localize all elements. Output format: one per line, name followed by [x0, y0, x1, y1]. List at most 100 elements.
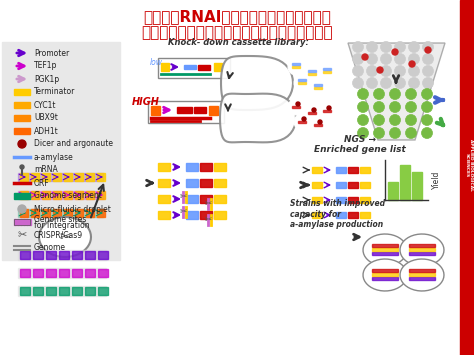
Bar — [59, 251, 69, 259]
Bar — [18, 268, 106, 278]
Text: for integration: for integration — [34, 222, 90, 230]
Text: Genome: Genome — [34, 244, 66, 252]
Circle shape — [353, 77, 364, 88]
Circle shape — [422, 54, 434, 65]
Bar — [409, 277, 435, 280]
Bar — [323, 71, 331, 73]
Bar — [308, 70, 316, 72]
Text: Yield: Yield — [432, 171, 441, 189]
Bar — [186, 179, 198, 187]
Bar — [26, 219, 28, 225]
Circle shape — [394, 77, 405, 88]
Bar — [348, 167, 358, 173]
Polygon shape — [400, 259, 444, 291]
Bar — [308, 73, 316, 75]
Circle shape — [310, 80, 326, 96]
Text: Genome segment: Genome segment — [34, 191, 102, 201]
Circle shape — [425, 47, 431, 53]
Bar — [42, 191, 50, 199]
Bar — [20, 287, 30, 295]
Circle shape — [353, 42, 364, 53]
Bar — [372, 252, 398, 255]
Circle shape — [374, 88, 384, 99]
Bar — [14, 219, 30, 225]
Circle shape — [421, 115, 432, 126]
Bar — [46, 287, 56, 295]
Bar — [312, 167, 322, 173]
Bar — [360, 197, 370, 203]
Bar — [158, 58, 230, 78]
Bar — [177, 107, 192, 113]
Text: a-amylase: a-amylase — [34, 153, 74, 162]
Bar — [312, 212, 322, 218]
Text: ✂: ✂ — [179, 192, 187, 202]
Text: Genome sites: Genome sites — [34, 215, 86, 224]
Circle shape — [18, 205, 26, 213]
Bar — [400, 165, 410, 200]
Circle shape — [421, 88, 432, 99]
Circle shape — [409, 77, 419, 88]
Polygon shape — [400, 234, 444, 266]
Text: ✂: ✂ — [204, 215, 212, 224]
Bar — [409, 244, 435, 247]
Circle shape — [357, 115, 368, 126]
Text: TEF1p: TEF1p — [34, 61, 57, 71]
Bar — [409, 269, 435, 272]
Circle shape — [381, 54, 392, 65]
Bar — [409, 252, 435, 255]
Bar — [2, 42, 120, 260]
Circle shape — [302, 117, 306, 121]
Circle shape — [409, 54, 419, 65]
Circle shape — [405, 88, 417, 99]
Bar — [200, 195, 212, 203]
Circle shape — [353, 66, 364, 76]
Circle shape — [392, 49, 398, 55]
Bar — [53, 191, 61, 199]
Bar — [336, 182, 346, 188]
Bar — [14, 219, 16, 225]
Bar — [31, 173, 39, 181]
Bar — [72, 287, 82, 295]
Circle shape — [405, 127, 417, 138]
Circle shape — [357, 102, 368, 113]
Bar — [298, 79, 306, 81]
Bar — [18, 250, 106, 260]
Bar — [75, 173, 83, 181]
Bar — [86, 209, 94, 217]
Text: ✂: ✂ — [204, 200, 212, 208]
Bar — [148, 101, 224, 123]
Bar — [409, 248, 435, 251]
Circle shape — [18, 140, 26, 148]
Text: CYC1t: CYC1t — [34, 100, 56, 109]
Text: PGK1p: PGK1p — [34, 75, 59, 83]
Bar — [186, 195, 198, 203]
Bar — [312, 197, 322, 203]
Bar — [460, 0, 474, 355]
Circle shape — [390, 127, 401, 138]
Circle shape — [294, 75, 310, 91]
Bar — [200, 211, 212, 219]
Bar — [200, 163, 212, 171]
Bar — [336, 197, 346, 203]
Circle shape — [296, 102, 300, 106]
Bar — [348, 182, 358, 188]
Bar — [312, 182, 322, 188]
Polygon shape — [363, 234, 407, 266]
Bar — [86, 191, 94, 199]
Bar — [42, 173, 50, 181]
Circle shape — [421, 127, 432, 138]
Bar — [18, 286, 106, 296]
Circle shape — [366, 42, 377, 53]
Bar — [214, 195, 226, 203]
Circle shape — [422, 66, 434, 76]
Bar — [64, 209, 72, 217]
Bar — [18, 191, 103, 199]
Bar — [59, 287, 69, 295]
Bar — [20, 191, 28, 199]
Circle shape — [357, 127, 368, 138]
Bar — [14, 89, 30, 95]
Text: ADH1t: ADH1t — [34, 126, 59, 136]
Bar — [186, 163, 198, 171]
Circle shape — [20, 165, 24, 169]
Circle shape — [405, 102, 417, 113]
